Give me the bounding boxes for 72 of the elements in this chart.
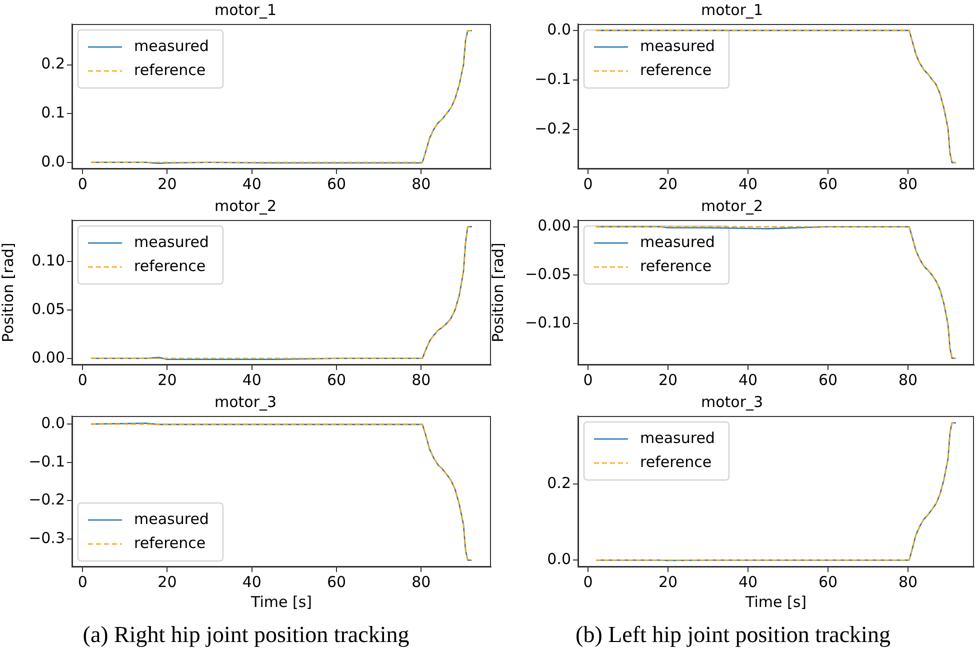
x-tick-label: 80 xyxy=(412,572,431,591)
chart-title: motor_2 xyxy=(700,196,764,215)
x-tick-label: 60 xyxy=(326,572,346,591)
y-tick-label: 0.1 xyxy=(41,103,65,122)
chart-title: motor_3 xyxy=(214,392,277,411)
chart-title: motor_2 xyxy=(214,196,277,215)
x-tick-label: 0 xyxy=(78,572,88,591)
x-tick-label: 0 xyxy=(78,370,88,389)
x-axis-title: Time [s] xyxy=(744,592,806,611)
x-axis-title: Time [s] xyxy=(250,592,312,611)
y-tick-label: −0.3 xyxy=(28,528,65,547)
legend-label: measured xyxy=(134,232,209,251)
legend-label: measured xyxy=(134,36,209,55)
y-axis-title: Position [rad] xyxy=(0,242,17,342)
legend-label: measured xyxy=(640,428,715,447)
x-tick-label: 60 xyxy=(326,174,346,193)
legend-label: reference xyxy=(640,60,712,79)
legend-label: measured xyxy=(640,36,715,55)
y-tick-label: −0.10 xyxy=(525,313,571,332)
x-tick-label: 20 xyxy=(658,174,678,193)
chart-title: motor_1 xyxy=(214,0,277,19)
y-tick-label: −0.2 xyxy=(28,490,65,509)
legend-label: reference xyxy=(134,60,206,79)
y-tick-label: −0.1 xyxy=(28,452,65,470)
x-tick-label: 60 xyxy=(326,370,346,389)
x-tick-label: 80 xyxy=(898,174,918,193)
y-tick-label: 0.00 xyxy=(538,216,571,235)
legend-label: reference xyxy=(134,256,206,275)
x-tick-label: 0 xyxy=(583,572,593,591)
x-tick-label: 80 xyxy=(898,370,918,389)
x-tick-label: 0 xyxy=(583,370,593,389)
legend-label: reference xyxy=(134,534,206,552)
legend-label: reference xyxy=(640,452,712,471)
y-tick-label: −0.1 xyxy=(534,70,571,88)
y-tick-label: 0.00 xyxy=(32,348,65,366)
y-tick-label: −0.2 xyxy=(534,119,571,138)
x-tick-label: 60 xyxy=(818,174,838,193)
y-tick-label: 0.10 xyxy=(32,251,65,270)
chart-title: motor_1 xyxy=(700,0,764,19)
x-tick-label: 60 xyxy=(818,370,838,389)
y-tick-label: 0.2 xyxy=(547,474,571,492)
y-tick-label: 0.0 xyxy=(41,414,65,432)
y-axis-title: Position [rad] xyxy=(488,242,507,342)
x-tick-label: 0 xyxy=(78,174,88,193)
x-tick-label: 40 xyxy=(738,572,758,591)
x-tick-label: 20 xyxy=(658,572,678,591)
legend-label: measured xyxy=(640,232,715,251)
x-tick-label: 40 xyxy=(242,370,262,389)
text: (b) Left hip joint position tracking xyxy=(574,622,892,648)
x-tick-label: 20 xyxy=(158,572,177,591)
x-tick-label: 80 xyxy=(412,174,431,193)
chart-title: motor_3 xyxy=(700,392,764,411)
y-tick-label: 0.0 xyxy=(547,550,571,568)
x-tick-label: 20 xyxy=(158,370,177,389)
y-tick-label: 0.0 xyxy=(547,20,571,38)
y-tick-label: 0.2 xyxy=(41,54,65,73)
x-tick-label: 40 xyxy=(242,174,262,193)
x-tick-label: 0 xyxy=(583,174,593,193)
legend-label: reference xyxy=(640,256,712,275)
y-tick-label: −0.05 xyxy=(525,264,571,283)
y-tick-label: 0.05 xyxy=(32,300,65,318)
x-tick-label: 60 xyxy=(818,572,838,591)
x-tick-label: 80 xyxy=(898,572,918,591)
legend-label: measured xyxy=(134,510,209,528)
x-tick-label: 20 xyxy=(158,174,177,193)
x-tick-label: 20 xyxy=(658,370,678,389)
text: (a) Right hip joint position tracking xyxy=(82,622,410,648)
x-tick-label: 40 xyxy=(242,572,262,591)
y-tick-label: 0.0 xyxy=(41,152,65,170)
x-tick-label: 80 xyxy=(412,370,431,389)
x-tick-label: 40 xyxy=(738,174,758,193)
x-tick-label: 40 xyxy=(738,370,758,389)
